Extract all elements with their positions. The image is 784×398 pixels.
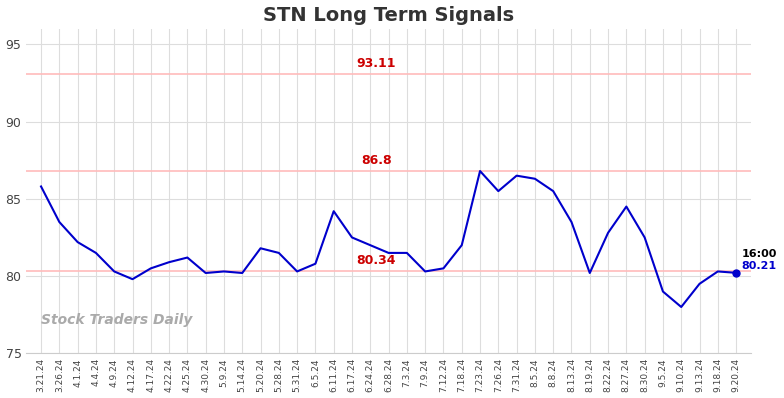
Title: STN Long Term Signals: STN Long Term Signals xyxy=(263,6,514,25)
Text: 16:00: 16:00 xyxy=(742,249,777,259)
Text: Stock Traders Daily: Stock Traders Daily xyxy=(41,313,192,328)
Text: 93.11: 93.11 xyxy=(357,57,396,70)
Text: 86.8: 86.8 xyxy=(361,154,392,167)
Text: 80.34: 80.34 xyxy=(357,254,396,267)
Text: 80.21: 80.21 xyxy=(742,261,777,271)
